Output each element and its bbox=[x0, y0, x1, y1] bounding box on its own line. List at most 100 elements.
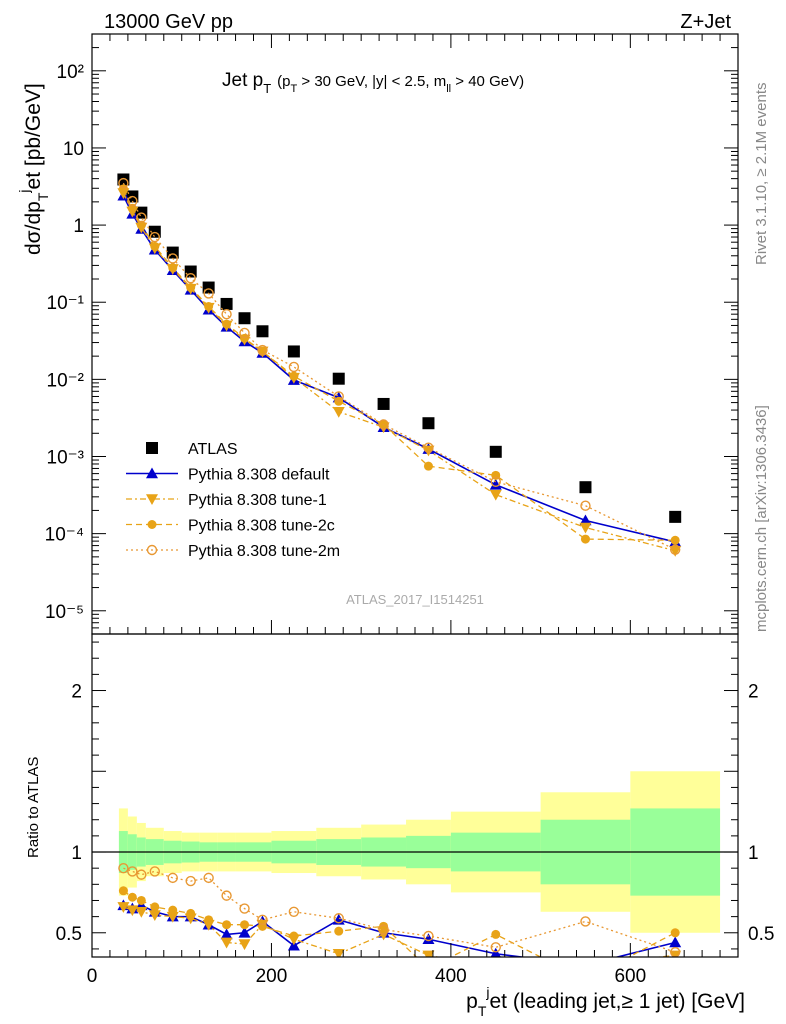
title-main-sub: T bbox=[263, 81, 271, 96]
legend-marker bbox=[146, 494, 158, 505]
ratio-series-line bbox=[123, 867, 676, 953]
legend-marker bbox=[146, 442, 158, 454]
ratio-point bbox=[333, 913, 344, 924]
xlabel-sup: j bbox=[485, 984, 489, 1000]
legend-marker bbox=[146, 467, 158, 479]
ratio-y-tick-label: 1 bbox=[71, 843, 82, 864]
ratio-point bbox=[117, 902, 130, 913]
axes-group: 10⁻⁵ 10⁻⁴ 10⁻³ 10⁻² 10⁻¹ 1 10 10² 0 200 400 600 0.5 0… bbox=[45, 33, 774, 987]
ratio-point bbox=[185, 875, 196, 887]
main-series-4 bbox=[118, 177, 681, 555]
main-point bbox=[204, 302, 214, 312]
main-y-tick-label: 10⁻¹ bbox=[47, 293, 85, 314]
main-point bbox=[257, 344, 268, 356]
main-point bbox=[489, 489, 502, 501]
ratio-point bbox=[288, 906, 300, 917]
main-point bbox=[186, 283, 196, 293]
ratio-point bbox=[204, 915, 214, 925]
ratio-y-tick-label: 2 bbox=[71, 682, 82, 703]
legend-label: Pythia 8.308 tune-2c bbox=[188, 518, 335, 535]
ratio-point bbox=[135, 906, 148, 918]
ratio-point bbox=[136, 895, 146, 905]
ratio-point bbox=[670, 928, 680, 938]
ratio-point bbox=[422, 933, 435, 945]
title-main: Jet p bbox=[222, 70, 263, 91]
ratio-point bbox=[167, 872, 178, 884]
main-series-0 bbox=[117, 173, 682, 523]
main-point bbox=[221, 308, 232, 320]
ratio-point bbox=[222, 920, 232, 930]
ratio-point bbox=[334, 926, 344, 936]
main-point bbox=[489, 445, 502, 458]
main-y-tick-label: 10² bbox=[57, 62, 84, 83]
main-y-tick-label: 10⁻⁵ bbox=[45, 602, 84, 623]
ratio-point bbox=[579, 959, 591, 970]
main-point bbox=[670, 535, 680, 545]
ratio-point bbox=[126, 905, 139, 917]
ratio-series-group bbox=[117, 862, 682, 973]
main-point bbox=[332, 406, 345, 418]
ratio-x-tick-label: 0 bbox=[87, 966, 98, 987]
energy-label: 13000 GeV pp bbox=[104, 11, 233, 33]
main-point bbox=[220, 297, 233, 310]
ratio-point bbox=[239, 903, 250, 914]
analysis-watermark: ATLAS_2017_I1514251 bbox=[346, 592, 484, 607]
main-y-tick-label: 1 bbox=[73, 216, 84, 237]
ratio-point bbox=[127, 892, 137, 902]
main-point bbox=[222, 319, 232, 329]
ratio-point bbox=[127, 866, 138, 877]
ratio-series-1 bbox=[117, 902, 682, 957]
rivet-label: Rivet 3.1.10, ≥ 2.1M events bbox=[753, 83, 770, 266]
ratio-point bbox=[240, 920, 250, 930]
main-point bbox=[422, 445, 435, 457]
main-y-tick-label: 10 bbox=[63, 139, 84, 160]
main-y-tick-label: 10⁻⁴ bbox=[45, 525, 84, 546]
main-point bbox=[118, 177, 129, 189]
ratio-point bbox=[238, 926, 251, 938]
main-y-axis-label: dσ/dpTjet [pb/GeV] bbox=[16, 83, 51, 255]
ratio-point bbox=[423, 930, 434, 942]
main-point bbox=[238, 312, 251, 325]
main-point bbox=[168, 263, 178, 273]
ratio-point bbox=[220, 928, 233, 940]
main-point bbox=[579, 522, 592, 534]
ratio-point bbox=[148, 910, 161, 922]
ratio-y-tick-label-right: 2 bbox=[748, 682, 759, 703]
main-point bbox=[289, 371, 299, 381]
mcplots-label: mcplots.cern.ch [arXiv:1306.3436] bbox=[753, 405, 770, 632]
main-point bbox=[148, 225, 161, 238]
ratio-point bbox=[118, 862, 129, 874]
main-point bbox=[580, 534, 590, 544]
legend-marker bbox=[146, 544, 158, 556]
main-series-3 bbox=[118, 184, 680, 545]
legend-label: Pythia 8.308 tune-2m bbox=[188, 543, 340, 560]
ratio-point bbox=[220, 937, 233, 949]
main-point bbox=[580, 500, 591, 511]
main-point bbox=[256, 325, 269, 338]
ratio-point bbox=[422, 950, 435, 957]
ratio-series-3 bbox=[118, 862, 681, 957]
ylabel-a: dσ/dp bbox=[22, 201, 45, 255]
main-point bbox=[288, 361, 300, 373]
title-cut-mid: > 30 GeV, |y| < 2.5, m bbox=[297, 73, 446, 90]
ratio-point bbox=[424, 964, 433, 973]
legend-marker bbox=[147, 520, 157, 529]
ratio-point bbox=[379, 921, 389, 931]
main-point bbox=[378, 419, 389, 430]
main-point bbox=[136, 220, 146, 230]
ratio-x-tick-label: 600 bbox=[614, 966, 646, 987]
ratio-point bbox=[136, 869, 147, 880]
main-y-tick-label: 10⁻² bbox=[47, 370, 85, 391]
ratio-y-tick-label-right: 1 bbox=[748, 843, 759, 864]
xlabel-b: et (leading jet,≥ 1 jet) [GeV] bbox=[490, 990, 746, 1013]
ratio-point bbox=[221, 890, 232, 901]
main-point bbox=[127, 195, 138, 207]
main-point bbox=[203, 288, 214, 299]
main-point bbox=[490, 476, 501, 487]
title-cut-sub2: ll bbox=[446, 83, 451, 95]
ratio-x-tick-label: 200 bbox=[256, 966, 288, 987]
main-point bbox=[333, 391, 344, 402]
ratio-series-line bbox=[123, 904, 676, 957]
ratio-point bbox=[118, 886, 128, 896]
